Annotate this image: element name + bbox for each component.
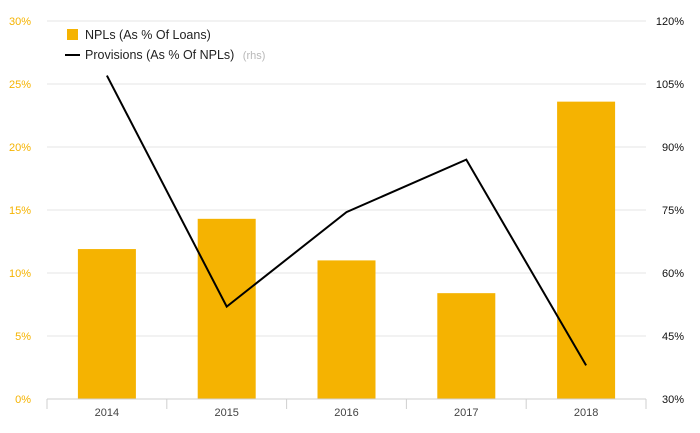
x-tick-label: 2018 [574, 407, 598, 419]
bar [78, 249, 136, 399]
y-left-tick-label: 25% [9, 79, 31, 91]
x-tick-label: 2016 [334, 407, 358, 419]
x-tick-label: 2017 [454, 407, 478, 419]
y-left-tick-label: 20% [9, 142, 31, 154]
legend-label-provisions: Provisions (As % Of NPLs) [85, 48, 234, 62]
y-right-tick-label: 90% [662, 142, 684, 154]
bar [198, 219, 256, 399]
legend: NPLs (As % Of Loans) Provisions (As % Of… [65, 28, 265, 63]
legend-label-provisions-wrap: Provisions (As % Of NPLs) (rhs) [85, 46, 265, 63]
y-right-tick-label: 120% [656, 16, 684, 28]
legend-label-provisions-note: (rhs) [243, 50, 266, 62]
legend-swatch-npls [67, 29, 78, 40]
y-right-tick-label: 45% [662, 331, 684, 343]
y-left-tick-label: 5% [15, 331, 31, 343]
chart: 0% 30% 5% 45% 10% 60% 15% 75% 20% 90% 25% 105% 30% 12… [0, 0, 700, 433]
bar [437, 293, 495, 399]
y-right-tick-label: 60% [662, 268, 684, 280]
bar [557, 102, 615, 399]
y-left-tick-label: 0% [15, 394, 31, 406]
y-right-tick-label: 30% [662, 394, 684, 406]
y-right-tick-label: 75% [662, 205, 684, 217]
y-left-tick-label: 10% [9, 268, 31, 280]
y-left-tick-label: 15% [9, 205, 31, 217]
legend-label-npls: NPLs (As % Of Loans) [85, 28, 211, 42]
x-tick-label: 2014 [95, 407, 119, 419]
bar-series [78, 102, 615, 399]
x-tick-label: 2015 [214, 407, 238, 419]
y-right-tick-label: 105% [656, 79, 684, 91]
y-left-tick-label: 30% [9, 16, 31, 28]
bar [318, 260, 376, 399]
